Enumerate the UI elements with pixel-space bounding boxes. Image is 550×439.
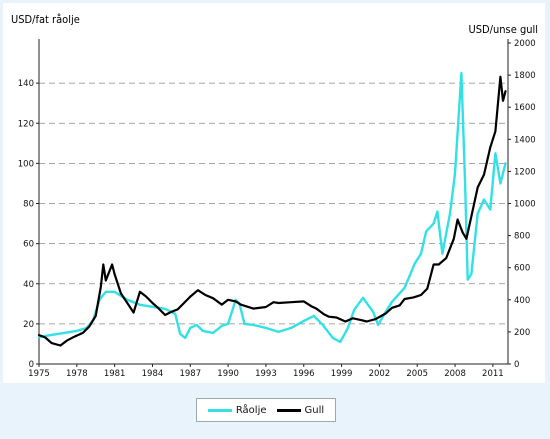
x-tick-label: 1999: [331, 369, 353, 379]
left-axis-ticks: 0 20 40 60 80 100 120 140: [18, 79, 39, 370]
x-tick-label: 2008: [444, 369, 466, 379]
x-tick-label: 1978: [66, 369, 88, 379]
x-tick-label: 1984: [142, 369, 164, 379]
left-tick-label: 80: [23, 200, 34, 210]
chart-svg: USD/fat råolje USD/unse gull 0 20 40 60 80 10…: [11, 13, 538, 379]
legend-label-oil: Råolje: [235, 404, 267, 416]
left-tick-label: 0: [29, 360, 34, 370]
axes: [38, 39, 509, 365]
left-tick-label: 60: [23, 240, 34, 250]
right-tick-label: 1000: [514, 200, 536, 210]
x-tick-label: 2011: [482, 369, 504, 379]
x-tick-label: 2005: [406, 369, 428, 379]
series-line-oil: [37, 71, 507, 344]
legend: Råolje Gull: [196, 398, 336, 422]
left-axis-title: USD/fat råolje: [11, 13, 80, 26]
right-tick-label: 1800: [514, 71, 536, 81]
grid-lines: [39, 82, 508, 325]
x-tick-label: 1975: [28, 369, 50, 379]
legend-label-gold: Gull: [304, 404, 325, 416]
x-tick-label: 1993: [255, 369, 277, 379]
left-tick-label: 20: [23, 320, 34, 330]
x-tick-label: 1981: [104, 369, 126, 379]
right-tick-label: 1600: [514, 103, 536, 113]
right-axis-title: USD/unse gull: [469, 23, 538, 36]
chart-panel: USD/fat råolje USD/unse gull 0 20 40 60 80 10…: [3, 3, 545, 383]
right-tick-label: 1200: [514, 167, 536, 177]
right-tick-label: 0: [514, 360, 519, 370]
right-tick-label: 2000: [514, 39, 536, 49]
x-tick-label: 1990: [217, 369, 239, 379]
x-axis-ticks: 1975 1978 1981 1984 1987 1990 1993 1996 1999 2002…: [28, 364, 504, 379]
right-tick-label: 1400: [514, 135, 536, 145]
left-tick-label: 140: [18, 79, 34, 89]
series-line-gold: [37, 75, 507, 347]
right-tick-label: 600: [514, 264, 530, 274]
legend-item-gold: Gull: [276, 404, 325, 416]
right-axis-ticks: 0 200 400 600 800 1000 1200 1400 1600 1800 2000: [508, 39, 536, 370]
right-tick-label: 200: [514, 328, 530, 338]
left-tick-label: 40: [23, 280, 34, 290]
legend-swatch-oil: [207, 408, 232, 412]
legend-swatch-gold: [276, 408, 301, 412]
right-tick-label: 400: [514, 296, 530, 306]
x-tick-label: 1987: [179, 369, 201, 379]
x-tick-label: 1996: [293, 369, 315, 379]
left-tick-label: 100: [18, 159, 34, 169]
series-lines: [37, 71, 507, 347]
left-tick-label: 120: [18, 119, 34, 129]
x-tick-label: 2002: [369, 369, 391, 379]
legend-item-oil: Råolje: [207, 404, 267, 416]
right-tick-label: 800: [514, 232, 530, 242]
